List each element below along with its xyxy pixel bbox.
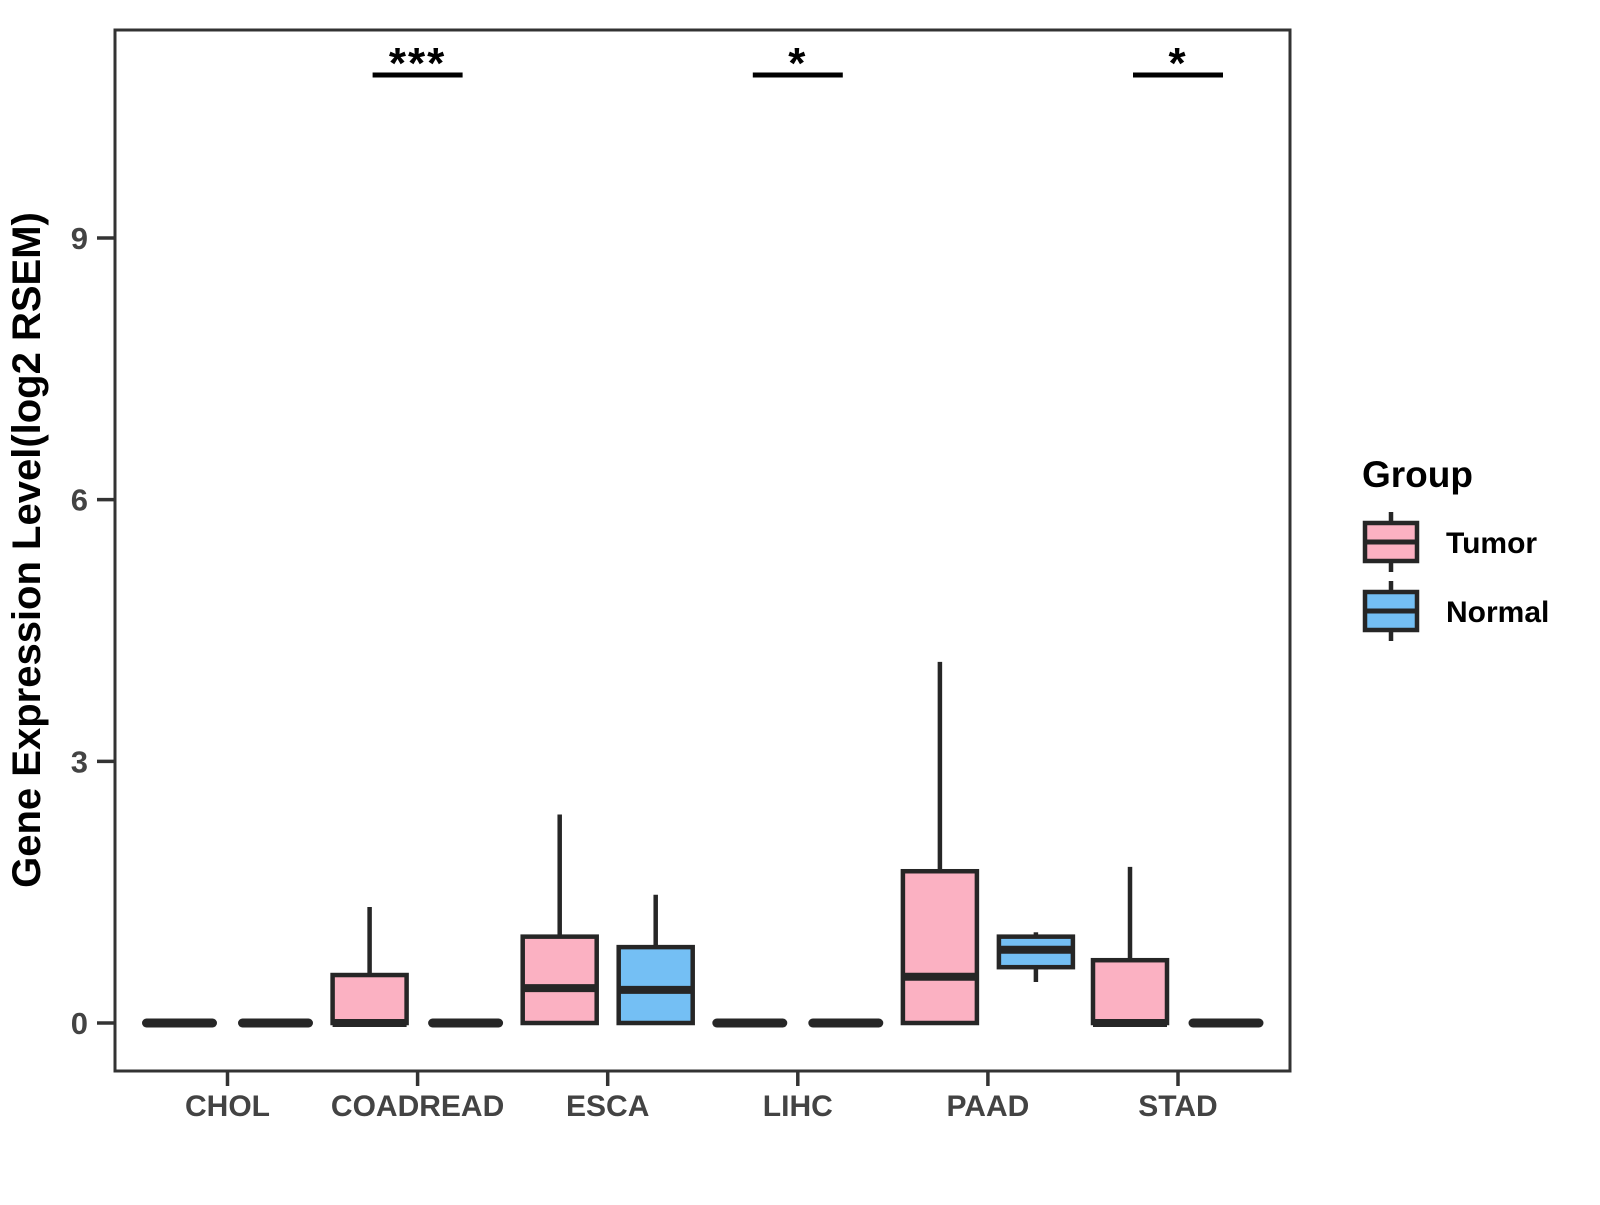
y-tick-label: 0 [71,1006,88,1041]
significance-label-COADREAD: *** [389,39,446,88]
boxplot-tumor-STAD-box [1090,957,1170,1026]
y-axis-title: Gene Expression Level(log2 RSEM) [5,212,49,888]
y-tick-label: 9 [71,221,88,256]
legend-label-normal: Normal [1446,596,1549,629]
significance-label-STAD: * [1168,39,1187,88]
legend: Group Tumor Normal [1362,454,1549,641]
legend-title: Group [1362,454,1473,495]
boxplot-tumor-COADREAD-box [330,972,409,1026]
x-tick-label: LIHC [763,1090,833,1123]
plot-panel [113,28,1292,1073]
boxplot-tumor-PAAD-box [900,868,980,1026]
significance-label-LIHC: * [788,39,807,88]
x-tick-label: CHOL [185,1090,270,1123]
boxplot-normal-ESCA-box [616,944,695,1026]
legend-key-normal [1362,581,1420,641]
boxplot-tumor-ESCA-box [520,934,599,1026]
x-tick-label: COADREAD [331,1090,504,1123]
legend-key-tumor [1362,512,1420,572]
x-tick-label: STAD [1138,1090,1217,1123]
y-tick-label: 3 [71,744,88,779]
legend-label-tumor: Tumor [1446,527,1537,560]
y-tick-label: 6 [71,483,88,518]
x-tick-label: ESCA [566,1090,649,1123]
x-tick-label: PAAD [947,1090,1030,1123]
